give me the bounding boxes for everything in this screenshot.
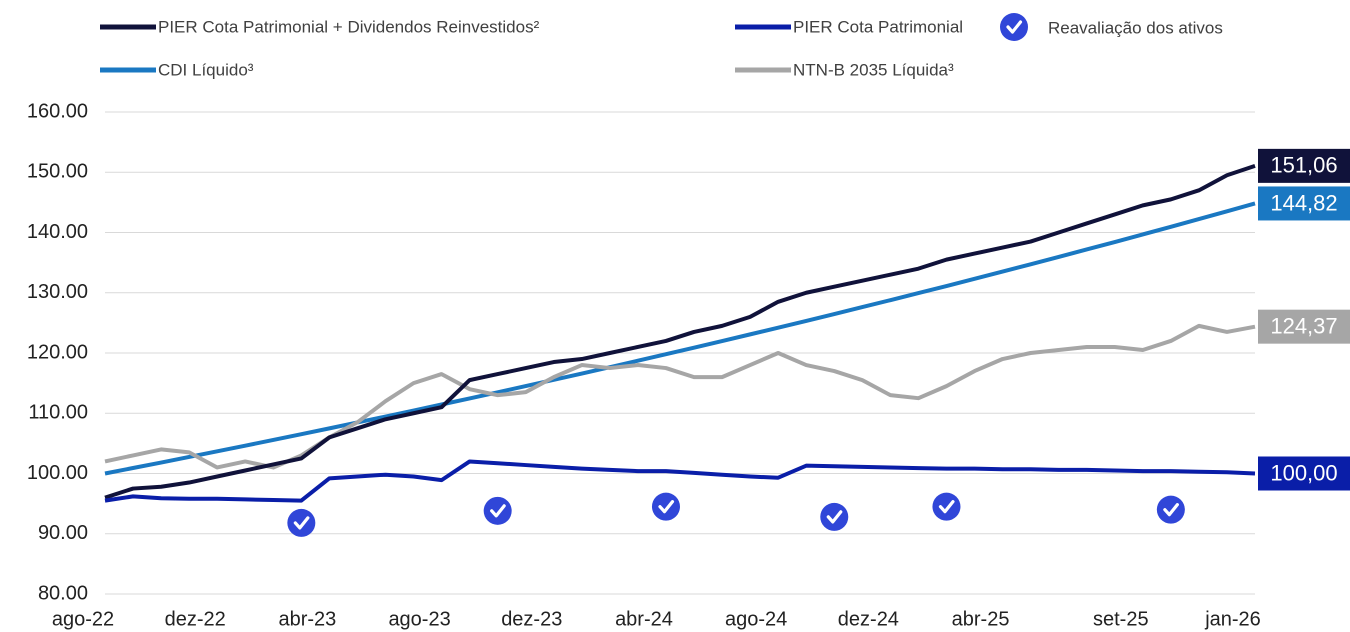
- legend-item: NTN-B 2035 Líquida³: [735, 60, 954, 79]
- check-tick: [658, 500, 675, 514]
- x-tick-label: dez-24: [838, 608, 899, 630]
- y-tick-label: 120.00: [27, 341, 88, 363]
- end-label-box: [1258, 148, 1350, 183]
- legend-label: PIER Cota Patrimonial: [793, 17, 963, 36]
- y-tick-label: 140.00: [27, 221, 88, 243]
- event-marker: [820, 502, 849, 531]
- check-tick: [826, 510, 843, 524]
- end-label: 100,00: [1270, 460, 1337, 485]
- end-label: 151,06: [1270, 153, 1337, 178]
- legend-label: Reavaliação dos ativos: [1048, 18, 1223, 37]
- y-tick-label: 130.00: [27, 281, 88, 303]
- legend-label: NTN-B 2035 Líquida³: [793, 60, 954, 79]
- end-label-box: [1258, 309, 1350, 344]
- check-circle: [932, 492, 961, 521]
- check-circle: [483, 496, 512, 525]
- x-tick-label: set-25: [1093, 608, 1149, 630]
- end-label: 124,37: [1270, 313, 1337, 338]
- x-tick-label: jan-26: [1204, 608, 1261, 630]
- x-tick-label: dez-23: [501, 608, 562, 630]
- y-tick-label: 110.00: [28, 402, 88, 424]
- y-tick-label: 80.00: [38, 582, 88, 604]
- x-tick-label: dez-22: [165, 608, 226, 630]
- event-marker: [1156, 495, 1185, 524]
- end-label: 144,82: [1270, 190, 1337, 215]
- legend-marker: [1000, 13, 1028, 41]
- y-tick-label: 150.00: [27, 161, 88, 183]
- x-tick-label: abr-23: [278, 608, 336, 630]
- series-line: [104, 459, 1256, 503]
- check-tick: [938, 500, 955, 514]
- legend-item: Reavaliação dos ativos: [1048, 18, 1223, 37]
- legend-label: CDI Líquido³: [158, 60, 254, 79]
- event-marker: [483, 496, 512, 525]
- legend-item: PIER Cota Patrimonial + Dividendos Reinv…: [100, 17, 540, 36]
- check-circle: [651, 492, 680, 521]
- y-tick-label: 100.00: [27, 462, 88, 484]
- y-tick-label: 160.00: [27, 100, 88, 122]
- check-circle: [287, 508, 316, 537]
- series-line: [104, 201, 1256, 476]
- check-tick: [1163, 503, 1179, 517]
- series-line: [104, 163, 1256, 500]
- x-tick-label: ago-22: [52, 608, 114, 630]
- end-label-box: [1258, 456, 1350, 491]
- check-circle: [1156, 495, 1185, 524]
- x-tick-label: abr-24: [615, 608, 673, 630]
- check-tick: [293, 516, 310, 530]
- check-circle: [1000, 13, 1028, 41]
- x-tick-label: ago-24: [725, 608, 787, 630]
- legend-item: PIER Cota Patrimonial: [735, 17, 963, 36]
- check-tick: [1006, 20, 1023, 34]
- event-marker: [932, 492, 961, 521]
- check-tick: [490, 504, 506, 518]
- legend-label: PIER Cota Patrimonial + Dividendos Reinv…: [158, 17, 540, 36]
- legend-item: CDI Líquido³: [100, 60, 254, 79]
- series-line: [104, 323, 1256, 470]
- event-marker: [287, 508, 316, 537]
- y-tick-label: 90.00: [38, 522, 88, 544]
- event-marker: [651, 492, 680, 521]
- x-tick-label: ago-23: [388, 608, 450, 630]
- end-label-box: [1258, 186, 1350, 221]
- check-circle: [820, 502, 849, 531]
- x-tick-label: abr-25: [952, 608, 1010, 630]
